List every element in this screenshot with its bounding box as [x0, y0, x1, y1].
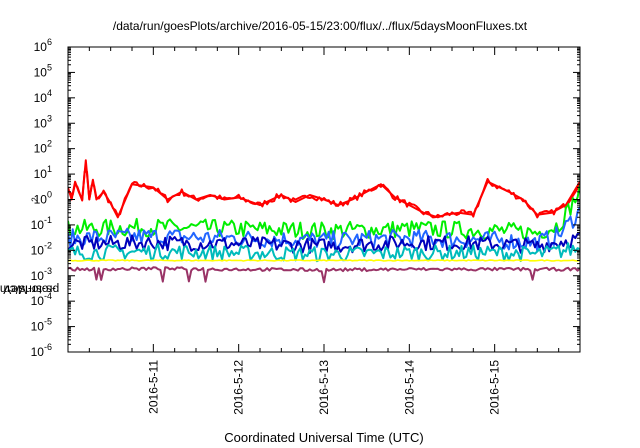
series-line-0	[68, 170, 580, 219]
y-tick-label: 10-1	[31, 215, 52, 232]
x-tick-label: 2016-5-15	[488, 360, 502, 415]
x-tick-label: 2016-5-12	[232, 360, 246, 415]
y-tick-label: 10-3	[31, 266, 52, 283]
y-tick-label: 10-4	[31, 291, 52, 308]
y-tick-label: 104	[34, 88, 52, 105]
x-tick-label: 2016-5-14	[402, 360, 416, 415]
y-tick-label: 105	[34, 62, 52, 79]
series-line-4	[68, 242, 580, 263]
x-tick-label: 2016-5-13	[317, 360, 331, 415]
series-line-1	[68, 184, 580, 241]
chart-title: /data/run/goesPlots/archive/2016-05-15/2…	[112, 19, 528, 33]
y-tick-label: 101	[34, 164, 52, 181]
y-tick-label: 10-5	[31, 317, 52, 334]
y-tick-label: 10-2	[31, 240, 52, 257]
y-tick-label: 106	[34, 37, 52, 54]
y-tick-label: 100	[34, 190, 52, 207]
y-tick-label: 10-6	[31, 342, 52, 359]
series-line-2	[68, 206, 580, 253]
y-tick-label: 103	[34, 113, 52, 130]
series-line-6	[68, 266, 580, 284]
y-tick-label: 102	[34, 139, 52, 156]
x-axis-label: Coordinated Universal Time (UTC)	[224, 430, 424, 445]
series-line-5	[68, 259, 580, 262]
x-tick-label: 2016-5-11	[146, 360, 160, 414]
series-line-3	[68, 231, 580, 254]
series-line-0-anchors	[68, 159, 580, 219]
